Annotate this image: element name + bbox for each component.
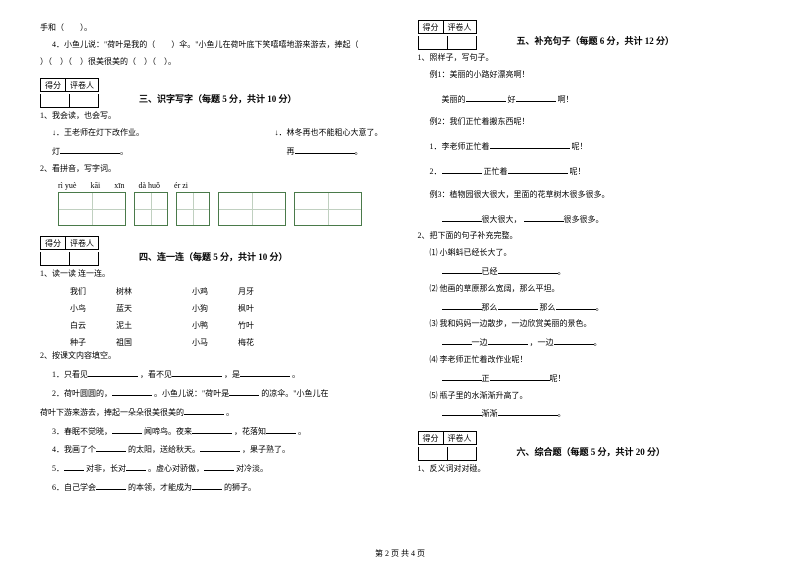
q5-ex2-2: 2． 正忙着 呢！ (418, 164, 761, 179)
q5-ex2: 例2：我们正忙着搬东西呢！ (418, 116, 761, 129)
q5-ex2-1: 1．李老师正忙着 呢！ (418, 139, 761, 154)
q5-2-4f: 正呢！ (418, 371, 761, 386)
q5-2: 2、把下面的句子补充完整。 (418, 230, 761, 243)
section-5-title: 五、补充句子（每题 6 分，共计 12 分） (517, 34, 675, 47)
score-label: 得分 (40, 78, 65, 92)
q4-1: 1、读一读 连一连。 (40, 268, 383, 281)
q6-1: 1、反义词对对碰。 (418, 463, 761, 476)
grader-label: 评卷人 (65, 78, 99, 92)
q3-1a: ↓．王老师在灯下改作业。 (52, 127, 144, 140)
section-6-title: 六、综合题（每题 5 分，共计 20 分） (517, 445, 666, 458)
char-grid (58, 192, 126, 226)
worksheet-page: 手和（ ）。 4．小鱼儿说："荷叶是我的（ ）伞。"小鱼儿在荷叶底下笑嘻嘻地游来… (0, 0, 800, 507)
q5-ex1: 例1：美丽的小路好漂亮啊！ (418, 69, 761, 82)
char-grid-row (58, 192, 383, 226)
q4-2-6: 6．自己学会 的本领，才能成为 的狮子。 (40, 480, 383, 495)
char-grid (218, 192, 286, 226)
q3-1b: ↓．林冬再也不能粗心大意了。 (275, 127, 383, 140)
q5-2-5: ⑸ 瓶子里的水渐渐升高了。 (418, 390, 761, 403)
q5-2-3: ⑶ 我和妈妈一边散步，一边欣赏美丽的景色。 (418, 318, 761, 331)
section-5-header: 得分 评卷人 五、补充句子（每题 6 分，共计 12 分） (418, 20, 761, 50)
grader-label: 评卷人 (443, 431, 477, 445)
left-column: 手和（ ）。 4．小鱼儿说："荷叶是我的（ ）伞。"小鱼儿在荷叶底下笑嘻嘻地游来… (40, 20, 383, 497)
grader-label: 评卷人 (443, 20, 477, 34)
q4-2-1: 1．只看见 ，看不见 ，是 。 (40, 367, 383, 382)
q5-2-4: ⑷ 李老师正忙着改作业呢！ (418, 354, 761, 367)
q5-ex3-fill: 很大很大， 很多很多。 (418, 212, 761, 227)
q5-2-5f: 渐渐。 (418, 406, 761, 421)
q4-2-2b: 荷叶下游来游去，捧起一朵朵很美很美的 。 (40, 405, 383, 420)
q3-1: 1、我会读，也会写。 (40, 110, 383, 123)
grader-label: 评卷人 (65, 236, 99, 250)
q3-1a2: 灯。 (52, 144, 128, 159)
char-grid (294, 192, 362, 226)
section-4-header: 得分 评卷人 四、连一连（每题 5 分，共计 10 分） (40, 236, 383, 266)
q4-2-5: 5． 对非，长对 。虚心对骄傲， 对冷淡。 (40, 461, 383, 476)
pretext-2: 4．小鱼儿说："荷叶是我的（ ）伞。"小鱼儿在荷叶底下笑嘻嘻地游来游去，捧起（ (40, 39, 383, 52)
q4-2-2: 2．荷叶圆圆的， 。小鱼儿说："荷叶是 的凉伞。"小鱼儿在 (40, 386, 383, 401)
q3-2: 2、看拼音，写字词。 (40, 163, 383, 176)
section-6-header: 得分 评卷人 六、综合题（每题 5 分，共计 20 分） (418, 431, 761, 461)
right-column: 得分 评卷人 五、补充句子（每题 6 分，共计 12 分） 1、照样子，写句子。… (418, 20, 761, 497)
q5-ex1-fill: 美丽的 好 啊！ (418, 92, 761, 107)
section-4-title: 四、连一连（每题 5 分，共计 10 分） (139, 250, 288, 263)
char-grid (134, 192, 168, 226)
q4-2-3: 3．春眠不觉晓， 闻啼鸟。夜来 ，花落知 。 (40, 424, 383, 439)
match-columns: 我们树林 小鸟蓝天 白云泥土 种子祖国 小鸡月牙 小狗枫叶 小鸭竹叶 小马梅花 (70, 286, 383, 348)
char-grid (176, 192, 210, 226)
q5-2-1: ⑴ 小蝌蚪已经长大了。 (418, 247, 761, 260)
q5-2-3f: 一边 ，一边。 (418, 335, 761, 350)
score-label: 得分 (418, 431, 443, 445)
section-3-title: 三、识字写字（每题 5 分，共计 10 分） (139, 92, 297, 105)
q5-1: 1、照样子，写句子。 (418, 52, 761, 65)
page-footer: 第 2 页 共 4 页 (0, 548, 800, 559)
q5-2-1f: 已经。 (418, 264, 761, 279)
score-label: 得分 (418, 20, 443, 34)
q5-2-2f: 那么 那么。 (418, 300, 761, 315)
pretext-3: ）（ ）（ ）很美很美的（ ）（ ）。 (40, 56, 383, 69)
section-3-header: 得分 评卷人 三、识字写字（每题 5 分，共计 10 分） (40, 78, 383, 108)
q5-ex3: 例3：植物园很大很大，里面的花草树木很多很多。 (418, 189, 761, 202)
q3-1b2: 再。 (287, 144, 363, 159)
score-label: 得分 (40, 236, 65, 250)
q4-2: 2、按课文内容填空。 (40, 350, 383, 363)
pinyin-row: rì yuè kāi xīn dà huǒ ér zi (58, 181, 383, 190)
q5-2-2: ⑵ 他画的草原那么宽阔，那么平坦。 (418, 283, 761, 296)
pretext-1: 手和（ ）。 (40, 22, 383, 35)
q4-2-4: 4．我画了个 的太阳，送给秋天。 ，果子熟了。 (40, 442, 383, 457)
